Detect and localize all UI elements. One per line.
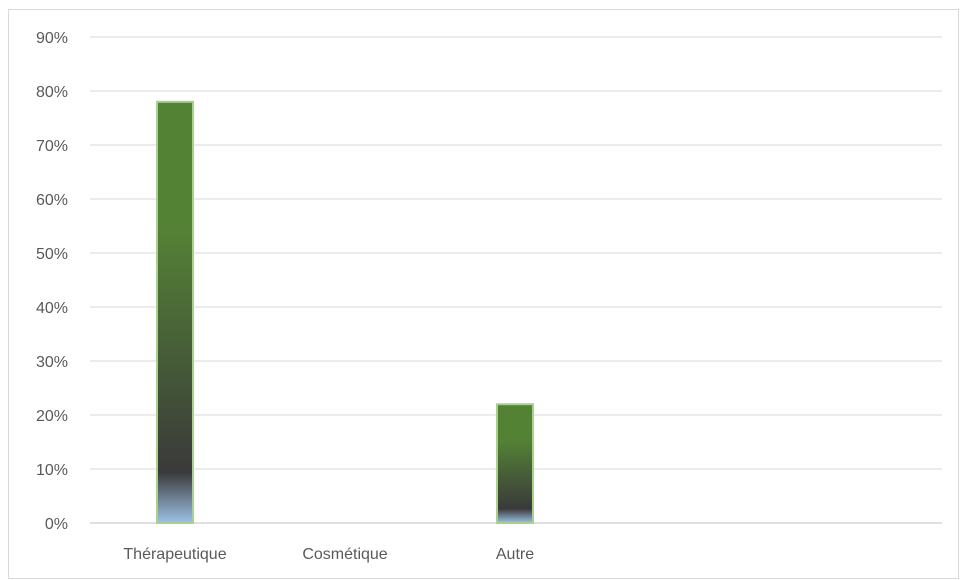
x-tick-label: Autre	[496, 546, 534, 563]
y-tick-label: 90%	[36, 30, 68, 47]
gridlines	[90, 36, 942, 524]
y-tick-label: 40%	[36, 300, 68, 317]
bar-0	[156, 100, 194, 525]
y-tick-label: 0%	[45, 516, 68, 533]
x-axis-ticks: Thérapeutique Cosmétique Autre	[123, 546, 534, 563]
y-tick-label: 60%	[36, 192, 68, 209]
bar-2	[496, 403, 534, 525]
y-tick-label: 30%	[36, 354, 68, 371]
x-tick-label: Cosmétique	[302, 546, 387, 563]
y-tick-label: 80%	[36, 84, 68, 101]
y-tick-label: 20%	[36, 408, 68, 425]
x-tick-label: Thérapeutique	[123, 546, 226, 563]
bars	[156, 100, 534, 525]
y-axis-ticks: 0% 10% 20% 30% 40% 50% 60% 70% 80% 90%	[36, 30, 68, 533]
y-tick-label: 50%	[36, 246, 68, 263]
y-tick-label: 10%	[36, 462, 68, 479]
y-tick-label: 70%	[36, 138, 68, 155]
